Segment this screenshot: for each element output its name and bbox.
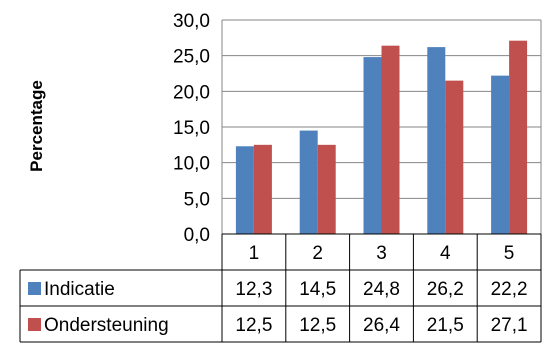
bar-ondersteuning-1	[253, 144, 272, 234]
bar-ondersteuning-4	[445, 80, 464, 234]
bar-indicatie-4	[427, 47, 446, 235]
legend-key	[28, 282, 41, 295]
y-tick-label: 15,0	[173, 118, 210, 139]
y-tick-label: 20,0	[173, 82, 210, 103]
y-tick-label: 30,0	[173, 11, 210, 32]
x-tick-label: 1	[249, 243, 260, 264]
data-cell: 12,5	[299, 315, 336, 336]
y-tick-label: 0,0	[184, 225, 210, 246]
data-cell: 24,8	[363, 279, 400, 300]
bar-indicatie-1	[235, 146, 254, 234]
bar-indicatie-5	[491, 75, 510, 234]
bars	[235, 40, 528, 235]
bar-indicatie-3	[363, 57, 382, 234]
y-tick-label: 5,0	[184, 189, 210, 210]
y-tick-label: 10,0	[173, 154, 210, 175]
y-axis-ticks: 0,0 5,0 10,0 15,0 20,0 25,0 30,0	[173, 11, 210, 246]
x-tick-label: 3	[376, 243, 387, 264]
bar-ondersteuning-3	[381, 45, 400, 235]
legend-key	[28, 318, 41, 331]
data-cell: 26,2	[427, 279, 464, 300]
data-cell: 12,3	[235, 279, 272, 300]
bar-indicatie-2	[299, 130, 318, 234]
data-table: 1 2 3 4 5 Indicatie 12,3 14,5 24,8 26,2 22,2 Onders…	[19, 233, 542, 343]
y-tick-label: 25,0	[173, 47, 210, 68]
data-cell: 12,5	[235, 315, 272, 336]
data-cell: 27,1	[491, 315, 528, 336]
bar-ondersteuning-5	[509, 40, 528, 234]
x-tick-label: 2	[312, 243, 323, 264]
y-axis-label: Percentage	[27, 80, 46, 172]
bar-ondersteuning-2	[317, 144, 336, 234]
legend-label: Ondersteuning	[44, 315, 169, 336]
data-cell: 14,5	[299, 279, 336, 300]
data-cell: 21,5	[427, 315, 464, 336]
data-cell: 26,4	[363, 315, 400, 336]
x-tick-label: 4	[440, 243, 451, 264]
x-tick-label: 5	[504, 243, 515, 264]
legend-label: Indicatie	[44, 279, 115, 300]
data-cell: 22,2	[491, 279, 528, 300]
